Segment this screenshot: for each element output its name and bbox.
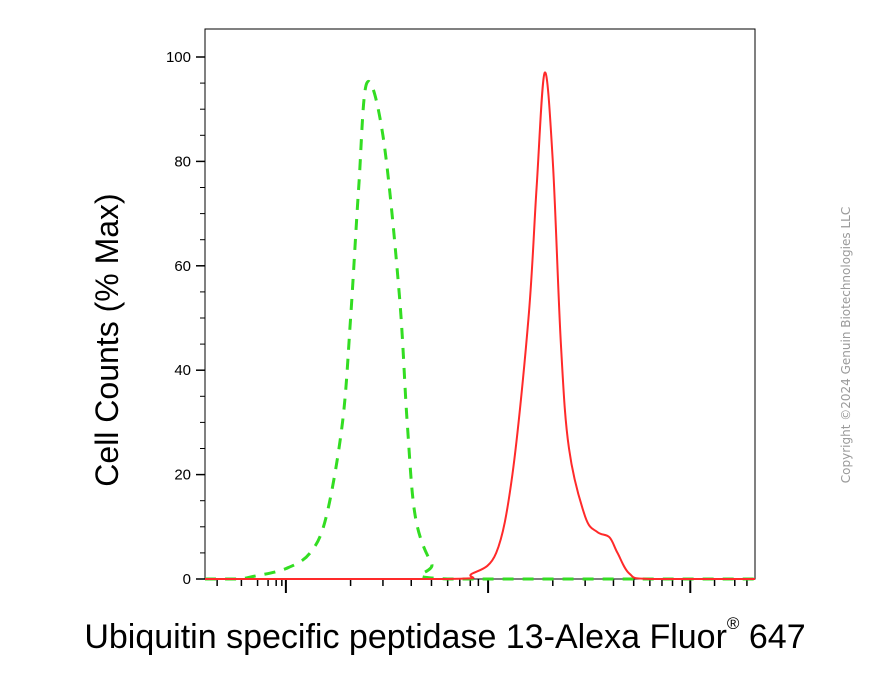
- series-dashed-green-line: [205, 79, 755, 581]
- x-axis-label: Ubiquitin specific peptidase 13-Alexa Fl…: [0, 614, 890, 657]
- plot-frame: [204, 28, 756, 580]
- y-tick-label: 20: [174, 467, 191, 484]
- registered-mark: ®: [726, 614, 740, 633]
- series-solid-red-line: [205, 71, 755, 580]
- histogram-chart: 0 20 40 60 80 100 Cell Counts (% Max): [89, 28, 756, 593]
- series-group: [205, 71, 755, 581]
- axis-ticks: 0 20 40 60 80 100: [166, 49, 748, 593]
- y-tick-label: 100: [166, 49, 191, 66]
- y-axis-label: Cell Counts (% Max): [89, 193, 125, 486]
- y-tick-label: 0: [183, 571, 191, 588]
- y-tick-label: 60: [174, 258, 191, 275]
- x-axis-label-main: Ubiquitin specific peptidase 13-Alexa Fl…: [84, 618, 727, 656]
- y-tick-label: 40: [174, 362, 191, 379]
- copyright-watermark: Copyright ©2024 Genuin Biotechnologies L…: [839, 206, 853, 484]
- x-axis-label-tail: 647: [739, 618, 806, 656]
- y-tick-label: 80: [174, 153, 191, 170]
